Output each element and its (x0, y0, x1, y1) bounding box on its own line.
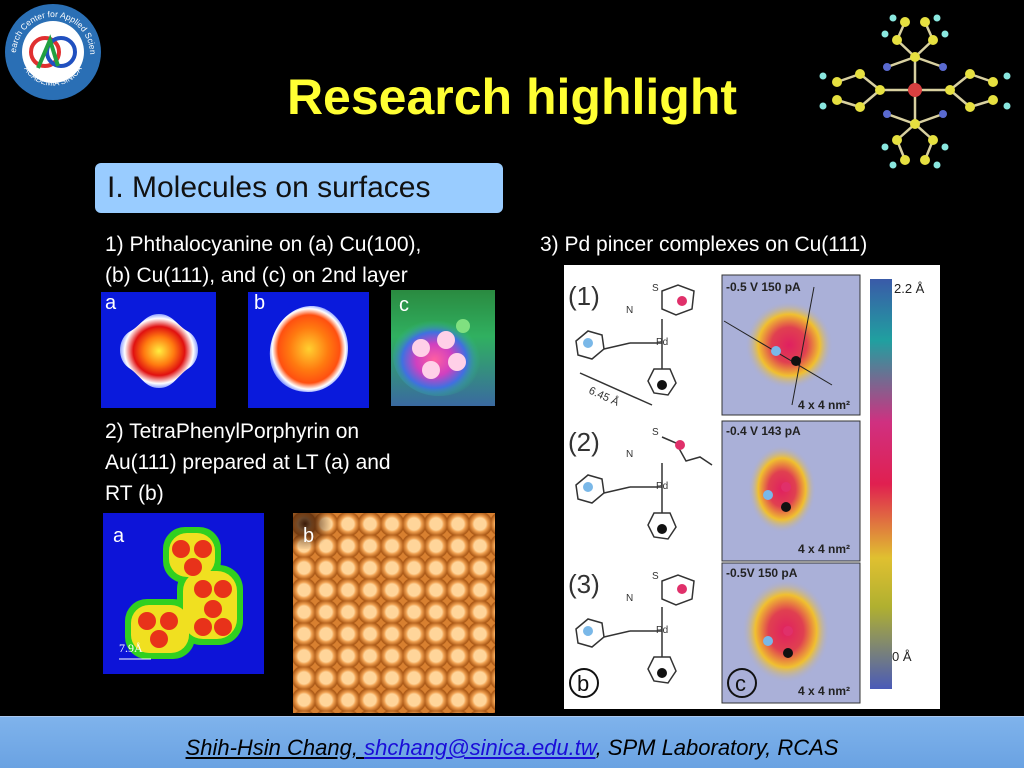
s-atom-2: S (652, 427, 659, 438)
panel-label-b: b (577, 671, 589, 696)
n-atom-1: N (626, 305, 633, 316)
n-atom-3: N (626, 593, 633, 604)
item1-line2: (b) Cu(111), and (c) on 2nd layer (105, 264, 408, 287)
stm-image-1a-graphic (120, 314, 198, 388)
item1-caption: 1) Phthalocyanine on (a) Cu(100), (b) Cu… (105, 229, 421, 291)
panel-label-c: c (735, 671, 746, 696)
stm-image-1b: b (248, 292, 369, 408)
stm-image-1b-graphic (269, 306, 348, 392)
scan-size-1: 4 x 4 nm² (798, 398, 850, 412)
item3-heading: 3) Pd pincer complexes on Cu(111) (540, 233, 868, 256)
row-label-2: (2) (568, 427, 600, 457)
footer-bar: Shih-Hsin Chang, shchang@sinica.edu.tw, … (0, 716, 1024, 768)
item2-line2: Au(111) prepared at LT (a) and (105, 451, 391, 474)
row-label-3: (3) (568, 569, 600, 599)
section-label: I. Molecules on surfaces (107, 171, 431, 204)
scan-params-3: -0.5V 150 pA (726, 566, 798, 580)
stm-image-1c-graphic (393, 316, 485, 396)
stm-image-2a-graphic (119, 527, 243, 660)
panel-label-2a: a (113, 525, 125, 547)
distance-label: 6.45 Å (587, 384, 622, 409)
panel-label-1b: b (254, 292, 266, 314)
section-header: I. Molecules on surfaces (95, 163, 503, 213)
surface-defect (293, 513, 333, 549)
colorbar-min-label: 0 Å (892, 649, 912, 664)
pd-atom-1: Pd (656, 337, 668, 348)
footer-credit: Shih-Hsin Chang, shchang@sinica.edu.tw, … (0, 735, 1024, 761)
phthalocyanine-molecule-illustration (819, 14, 1011, 169)
pd-atom-2: Pd (656, 481, 668, 492)
scan-size-3: 4 x 4 nm² (798, 684, 850, 698)
n-atom-2: N (626, 449, 633, 460)
pd-pincer-figure: (1) (2) (3) Pd Pd Pd N N (564, 265, 940, 709)
item1-line1: 1) Phthalocyanine on (a) Cu(100), (105, 233, 422, 256)
scan-params-2: -0.4 V 143 pA (726, 424, 801, 438)
item2-line3: RT (b) (105, 482, 164, 505)
scan-params-1: -0.5 V 150 pA (726, 280, 801, 294)
pd-atom-3: Pd (656, 625, 668, 636)
row-label-1: (1) (568, 281, 600, 311)
stm-image-1c: c (391, 290, 495, 406)
scale-bar-label: 7.9Å (119, 641, 143, 655)
item2-line1: 2) TetraPhenylPorphyrin on (105, 420, 360, 443)
s-atom-1: S (652, 283, 659, 294)
footer-email-link[interactable]: shchang@sinica.edu.tw (364, 735, 596, 760)
footer-affiliation: , SPM Laboratory, RCAS (595, 735, 839, 760)
stm-image-1a: a (101, 292, 216, 408)
page-title: Research highlight (286, 69, 738, 125)
rcas-logo: Research Center for Applied Sciences ACA… (2, 2, 101, 100)
pd-pincer-graphic: (1) (2) (3) Pd Pd Pd N N (568, 274, 925, 704)
footer-author: Shih-Hsin Chang, (185, 735, 365, 760)
stm-image-2a: a 7.9Å (103, 513, 264, 674)
scan-size-2: 4 x 4 nm² (798, 542, 850, 556)
panel-label-2b: b (303, 525, 315, 547)
colorbar-max-label: 2.2 Å (894, 281, 925, 296)
panel-label-1c: c (399, 294, 409, 316)
item2-caption: 2) TetraPhenylPorphyrin on Au(111) prepa… (105, 416, 391, 509)
panel-label-1a: a (105, 292, 117, 314)
s-atom-3: S (652, 571, 659, 582)
height-color-bar (870, 279, 892, 689)
stm-image-2b: b (293, 513, 495, 713)
